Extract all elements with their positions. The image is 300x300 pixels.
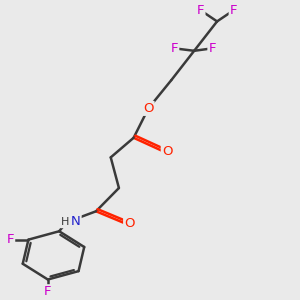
Text: F: F xyxy=(7,233,14,246)
Text: F: F xyxy=(208,42,216,55)
Text: F: F xyxy=(230,4,237,17)
Text: F: F xyxy=(171,42,178,55)
Text: O: O xyxy=(162,145,172,158)
Text: O: O xyxy=(124,217,135,230)
Text: F: F xyxy=(44,285,52,298)
Text: F: F xyxy=(197,4,205,17)
Text: O: O xyxy=(143,102,154,115)
Text: H: H xyxy=(61,217,69,227)
Text: N: N xyxy=(71,214,81,228)
